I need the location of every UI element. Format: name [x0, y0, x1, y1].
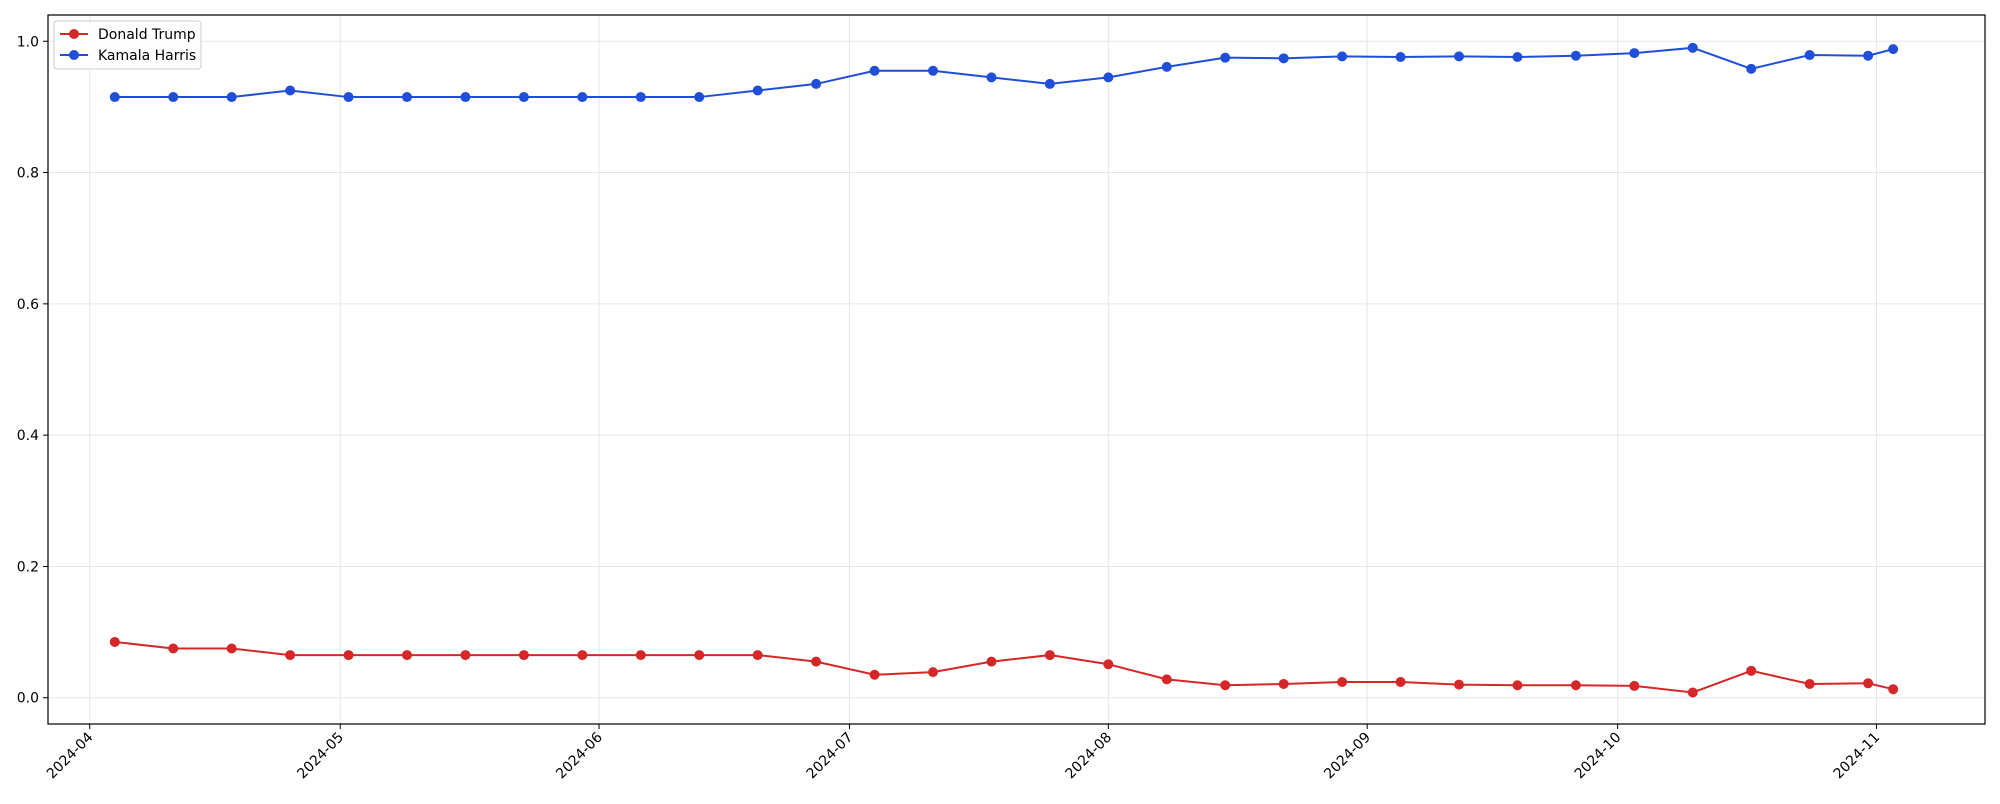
data-point [1395, 52, 1406, 63]
data-point [577, 650, 588, 661]
data-point [694, 92, 705, 103]
x-tick-label: 2024-10 [1572, 730, 1625, 783]
y-tick-label: 0.8 [17, 166, 39, 182]
data-point [752, 650, 763, 661]
data-point [168, 643, 179, 654]
data-point [1161, 61, 1172, 72]
data-point [1044, 650, 1055, 661]
data-point [460, 92, 471, 103]
data-point [518, 650, 529, 661]
data-point [1220, 680, 1231, 691]
legend-marker [69, 50, 79, 60]
series-1 [109, 42, 1899, 103]
data-point [635, 92, 646, 103]
data-point [402, 650, 413, 661]
legend-marker [69, 29, 79, 39]
data-point [928, 65, 939, 76]
data-point [343, 650, 354, 661]
y-tick-label: 0.2 [17, 559, 39, 575]
y-tick-label: 1.0 [17, 34, 39, 50]
data-point [1337, 676, 1348, 687]
data-point [1103, 659, 1114, 670]
data-point [1863, 678, 1874, 689]
legend-box [53, 20, 202, 70]
data-point [986, 656, 997, 667]
x-tick-label: 2024-11 [1831, 730, 1884, 783]
x-tick-label: 2024-06 [553, 729, 606, 782]
y-axis: 0.0 0.2 0.4 0.6 0.8 1.0 [17, 34, 48, 707]
y-tick-label: 0.4 [17, 428, 39, 444]
series-line [114, 640, 1894, 694]
data-point [577, 92, 588, 103]
data-point [869, 65, 880, 76]
data-point [168, 92, 179, 103]
x-tick-label: 2024-09 [1321, 730, 1374, 783]
data-point [402, 92, 413, 103]
data-point [1220, 52, 1231, 63]
data-point [635, 650, 646, 661]
data-point [811, 656, 822, 667]
series-line [114, 46, 1894, 99]
data-point [343, 92, 354, 103]
data-point [285, 85, 296, 96]
data-point [1888, 44, 1899, 55]
legend-label: Donald Trump [98, 27, 196, 43]
data-point [460, 650, 471, 661]
data-point [869, 669, 880, 680]
data-point [285, 650, 296, 661]
data-point [1746, 63, 1757, 74]
x-tick-label: 2024-08 [1062, 730, 1115, 783]
data-point [1512, 680, 1523, 691]
data-point [1687, 687, 1698, 698]
data-point [752, 85, 763, 96]
y-tick-label: 0.6 [17, 297, 39, 313]
data-point [1629, 680, 1640, 691]
data-point [226, 643, 237, 654]
data-point [518, 92, 529, 103]
x-tick-label: 2024-04 [44, 729, 97, 782]
data-point [1804, 678, 1815, 689]
grid [48, 15, 1985, 724]
data-point [986, 72, 997, 83]
data-point [1337, 51, 1348, 62]
data-point [1512, 52, 1523, 63]
legend-label: Kamala Harris [98, 48, 196, 64]
data-point [1746, 665, 1757, 676]
data-point [1103, 72, 1114, 83]
data-point [1687, 42, 1698, 53]
y-tick-label: 0.0 [17, 691, 39, 707]
data-point [928, 667, 939, 678]
data-point [1044, 78, 1055, 89]
data-point [1454, 679, 1465, 690]
data-point [1629, 48, 1640, 59]
data-point [1395, 676, 1406, 687]
data-point [1570, 50, 1581, 61]
data-point [109, 92, 120, 103]
legend: Donald Trump Kamala Harris [53, 20, 202, 70]
plot-frame [47, 14, 1986, 725]
data-point [226, 92, 237, 103]
data-point [1888, 684, 1899, 695]
data-point [811, 78, 822, 89]
x-tick-label: 2024-05 [294, 730, 347, 783]
data-point [1278, 678, 1289, 689]
series-0 [109, 636, 1899, 698]
x-tick-label: 2024-07 [804, 730, 857, 783]
data-point [1570, 680, 1581, 691]
data-point [1804, 50, 1815, 61]
data-point [109, 636, 120, 647]
data-point [694, 650, 705, 661]
data-point [1161, 674, 1172, 685]
data-point [1454, 51, 1465, 62]
data-point [1278, 53, 1289, 64]
x-axis: 2024-04 2024-05 2024-06 2024-07 2024-08 2024-… [44, 724, 1883, 782]
data-point [1863, 50, 1874, 61]
